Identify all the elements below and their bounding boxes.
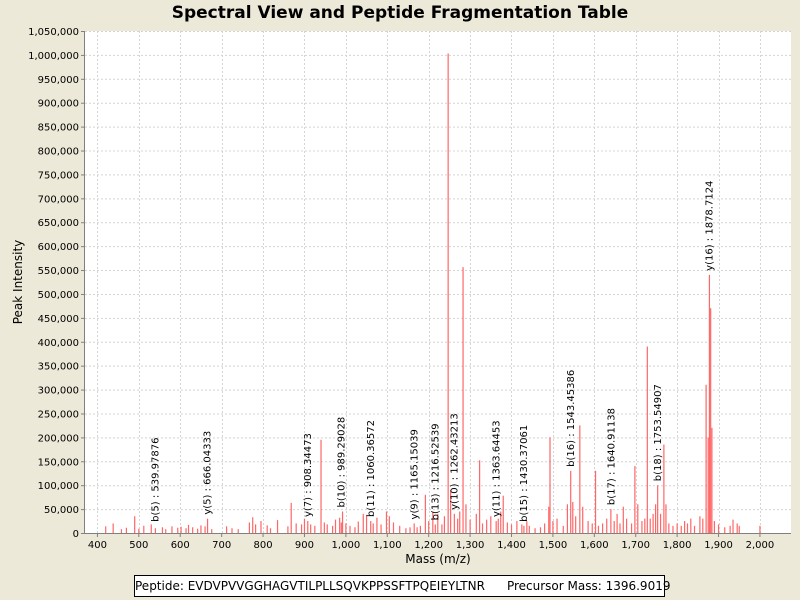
y-axis-label: Peak Intensity [11,240,25,325]
y-tick-label: 500,000 [38,290,79,301]
x-axis-label: Mass (m/z) [405,552,470,566]
peak-annotation: y(5) : 666.04333 [203,431,214,515]
y-tick-label: 650,000 [38,218,79,229]
y-tick-label: 750,000 [38,170,79,181]
peak-annotation: b(10) : 989.29028 [336,417,347,508]
y-tick-label: 350,000 [38,362,79,373]
peak-annotation: b(15) : 1430.37061 [519,425,530,522]
x-tick-label: 1,200 [414,540,443,551]
y-tick-label: 950,000 [38,75,79,86]
y-tick-label: 100,000 [38,481,79,492]
peak-annotation: y(7) : 908.34473 [303,433,314,517]
x-tick-label: 400 [88,540,107,551]
peak-annotation: y(9) : 1165.15039 [409,429,420,519]
x-tick-label: 1,900 [704,540,733,551]
peak-annotation: y(11) : 1363.64453 [491,420,502,517]
peak-annotation: y(10) : 1262.43213 [450,413,461,510]
peak-annotation: b(13) : 1216.52539 [431,423,442,520]
y-tick-label: 1,000,000 [28,51,79,62]
x-tick-label: 700 [212,540,231,551]
x-tick-label: 1,000 [332,540,361,551]
x-tick-label: 600 [171,540,190,551]
x-tick-label: 1,800 [663,540,692,551]
y-tick-label: 150,000 [38,457,79,468]
x-tick-label: 1,600 [580,540,609,551]
x-tick-label: 1,700 [621,540,650,551]
y-tick-label: 200,000 [38,433,79,444]
y-tick-label: 250,000 [38,409,79,420]
x-tick-label: 1,300 [456,540,485,551]
x-tick-label: 500 [129,540,148,551]
peptide-info-box: Peptide: EVDVPVVGGHAGVTILPLLSQVKPPSSFTPQ… [134,575,670,597]
x-tick-label: 800 [254,540,273,551]
x-tick-label: 1,500 [539,540,568,551]
peak-annotation: b(5) : 539.97876 [150,438,161,522]
precursor-mass-label: Precursor Mass: 1396.9019 [506,579,671,593]
y-tick-label: 50,000 [44,505,79,516]
y-tick-label: 550,000 [38,266,79,277]
x-tick-label: 900 [295,540,314,551]
x-tick-label: 2,000 [746,540,775,551]
peak-annotation: b(16) : 1543.45386 [566,370,577,467]
x-tick-label: 1,100 [373,540,402,551]
peak-bars [105,53,761,533]
axes: 0 50,000 100,000 150,000 200,000 250,000 300,0… [28,27,791,551]
y-tick-label: 900,000 [38,99,79,110]
y-tick-label: 400,000 [38,338,79,349]
y-tick-label: 700,000 [38,194,79,205]
peak-annotation: b(17) : 1640.91138 [606,408,617,505]
y-tick-label: 600,000 [38,242,79,253]
y-tick-label: 0 [73,529,79,540]
peak-annotations: b(5) : 539.97876 y(5) : 666.04333 y(7) : 9… [150,181,715,522]
y-tick-label: 850,000 [38,123,79,134]
peak-annotation: b(18) : 1753.54907 [653,384,664,481]
peptide-label: Peptide: EVDVPVVGGHAGVTILPLLSQVKPPSSFTPQ… [135,579,485,593]
y-tick-label: 450,000 [38,314,79,325]
y-tick-label: 300,000 [38,386,79,397]
peak-annotation: y(16) : 1878.7124 [705,181,716,271]
peak-annotation: b(11) : 1060.36572 [366,420,377,517]
plot-area [85,31,791,533]
y-tick-label: 1,050,000 [28,27,79,38]
chart-title: Spectral View and Peptide Fragmentation … [171,3,629,23]
y-tick-label: 800,000 [38,147,79,158]
x-tick-label: 1,400 [497,540,526,551]
